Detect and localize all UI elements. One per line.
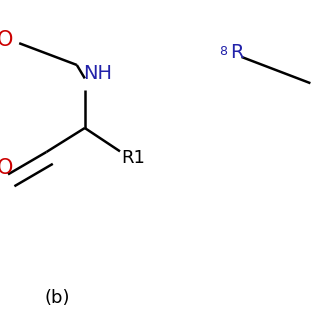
Text: O: O <box>0 158 13 178</box>
Text: R1: R1 <box>122 149 146 167</box>
Text: (b): (b) <box>45 289 70 307</box>
Text: 8: 8 <box>219 44 227 58</box>
Text: O: O <box>0 30 13 50</box>
Text: R: R <box>230 43 244 62</box>
Text: NH: NH <box>83 64 112 83</box>
